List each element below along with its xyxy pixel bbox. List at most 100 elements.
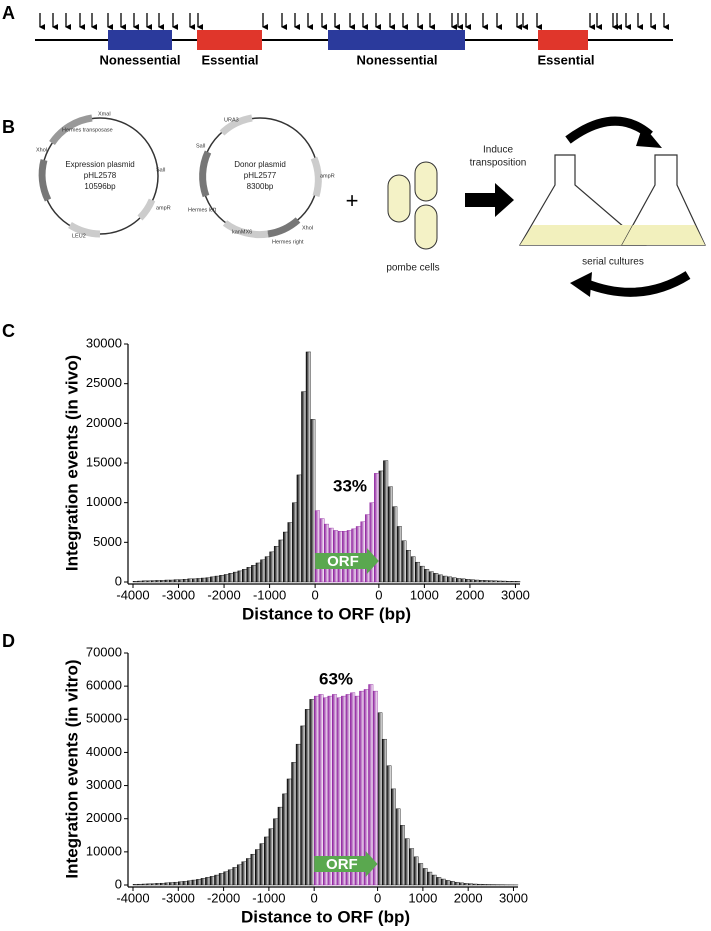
cultures-label: serial cultures bbox=[582, 257, 644, 268]
bar bbox=[232, 571, 238, 583]
bar bbox=[205, 577, 211, 583]
process-arrow bbox=[465, 183, 514, 217]
region-label: Essential bbox=[537, 52, 594, 67]
bar bbox=[387, 486, 393, 583]
bar bbox=[456, 578, 462, 583]
cycle-arrow bbox=[583, 271, 691, 297]
bar bbox=[291, 762, 297, 886]
y-tick-label: 25000 bbox=[86, 375, 122, 390]
bar bbox=[446, 576, 452, 583]
bar-chart: 010000200003000040000500006000070000-400… bbox=[62, 644, 527, 926]
bar bbox=[196, 578, 202, 583]
bar bbox=[169, 579, 175, 583]
bar bbox=[374, 473, 380, 583]
bar bbox=[137, 580, 143, 583]
bar bbox=[223, 574, 229, 583]
bar bbox=[228, 573, 234, 583]
y-tick-label: 0 bbox=[115, 876, 122, 891]
bar bbox=[146, 883, 152, 886]
bar bbox=[210, 576, 216, 583]
bar bbox=[418, 863, 424, 886]
bar bbox=[360, 521, 366, 583]
bar bbox=[155, 883, 161, 886]
panel-label: A bbox=[2, 3, 15, 23]
y-tick-label: 50000 bbox=[86, 711, 122, 726]
percent-annotation: 33% bbox=[333, 476, 367, 495]
bar bbox=[431, 874, 437, 886]
bar bbox=[409, 848, 415, 886]
gene-box bbox=[538, 30, 588, 50]
arrow-head bbox=[636, 125, 662, 148]
x-tick-label: 2000 bbox=[454, 890, 483, 905]
bar bbox=[501, 580, 507, 583]
plasmid-size: 10596bp bbox=[84, 182, 116, 191]
bar bbox=[433, 573, 439, 583]
bar bbox=[283, 531, 289, 583]
feature-label: XmaI bbox=[98, 111, 111, 117]
feature-arc bbox=[222, 220, 269, 239]
bar bbox=[309, 699, 315, 886]
bar bbox=[250, 853, 256, 886]
feature-arc bbox=[38, 159, 52, 202]
bar bbox=[477, 883, 482, 886]
bar bbox=[436, 877, 442, 886]
bar bbox=[214, 575, 220, 583]
bar bbox=[442, 575, 448, 583]
bar bbox=[295, 743, 301, 886]
bar bbox=[201, 577, 207, 583]
bar bbox=[268, 828, 274, 886]
y-tick-label: 30000 bbox=[86, 777, 122, 792]
bar bbox=[182, 881, 188, 886]
bar bbox=[451, 577, 457, 583]
bar bbox=[383, 460, 389, 583]
bar bbox=[173, 579, 179, 583]
panel-label: B bbox=[2, 117, 15, 137]
bar bbox=[424, 569, 430, 583]
bar bbox=[255, 562, 261, 583]
bar bbox=[392, 506, 398, 583]
orf-label: ORF bbox=[326, 856, 358, 873]
bar bbox=[242, 569, 248, 583]
x-tick-label: 1000 bbox=[408, 890, 437, 905]
bar bbox=[282, 793, 288, 886]
feature-label: SalI bbox=[196, 143, 206, 149]
x-tick-label: -2000 bbox=[207, 587, 240, 602]
bar bbox=[304, 709, 310, 886]
bar bbox=[150, 883, 156, 886]
bar bbox=[169, 882, 174, 886]
bar bbox=[422, 868, 428, 886]
feature-label: ampR bbox=[320, 173, 335, 179]
feature-label: kanMX6 bbox=[232, 229, 252, 235]
bar bbox=[196, 879, 202, 886]
bar bbox=[227, 869, 233, 886]
bar bbox=[497, 580, 502, 583]
plasmid-size: 8300bp bbox=[247, 182, 274, 191]
bar bbox=[458, 882, 464, 886]
bar bbox=[454, 881, 460, 886]
feature-label: SalI bbox=[156, 167, 166, 173]
x-tick-label: 0 bbox=[375, 587, 382, 602]
bar bbox=[223, 871, 229, 886]
bar bbox=[187, 880, 193, 886]
bar bbox=[478, 580, 484, 583]
bar bbox=[205, 877, 211, 886]
x-axis-label: Distance to ORF (bp) bbox=[241, 907, 410, 926]
y-axis-label: Integration events (in vitro) bbox=[62, 659, 81, 878]
bar bbox=[187, 578, 193, 583]
plus-sign: + bbox=[346, 188, 359, 213]
bar bbox=[413, 856, 419, 886]
y-tick-label: 30000 bbox=[86, 335, 122, 350]
region-label: Essential bbox=[201, 52, 258, 67]
bar bbox=[218, 873, 224, 886]
bar bbox=[178, 579, 184, 583]
bar bbox=[173, 881, 179, 886]
culture bbox=[520, 225, 645, 245]
bar bbox=[463, 883, 469, 886]
plasmid-name: Donor plasmid bbox=[234, 160, 286, 169]
bar bbox=[427, 871, 433, 886]
bar bbox=[273, 818, 279, 886]
x-tick-label: -3000 bbox=[162, 587, 195, 602]
bar bbox=[159, 882, 165, 886]
